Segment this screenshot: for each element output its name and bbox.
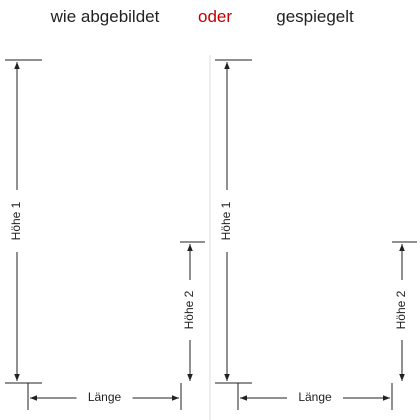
header-left: wie abgebildet xyxy=(50,7,160,26)
height-1-label: Höhe 1 xyxy=(9,201,23,240)
length-label: Länge xyxy=(88,390,122,404)
header-right: gespiegelt xyxy=(276,7,354,26)
panel: Höhe 1 Höhe 2 Länge xyxy=(215,59,417,410)
height-2-label: Höhe 2 xyxy=(182,290,196,329)
height-1-label: Höhe 1 xyxy=(219,201,233,240)
panel: Höhe 1 Höhe 2 Länge xyxy=(5,59,205,410)
length-label: Länge xyxy=(298,390,332,404)
height-2-label: Höhe 2 xyxy=(394,290,408,329)
header-middle: oder xyxy=(198,7,232,26)
